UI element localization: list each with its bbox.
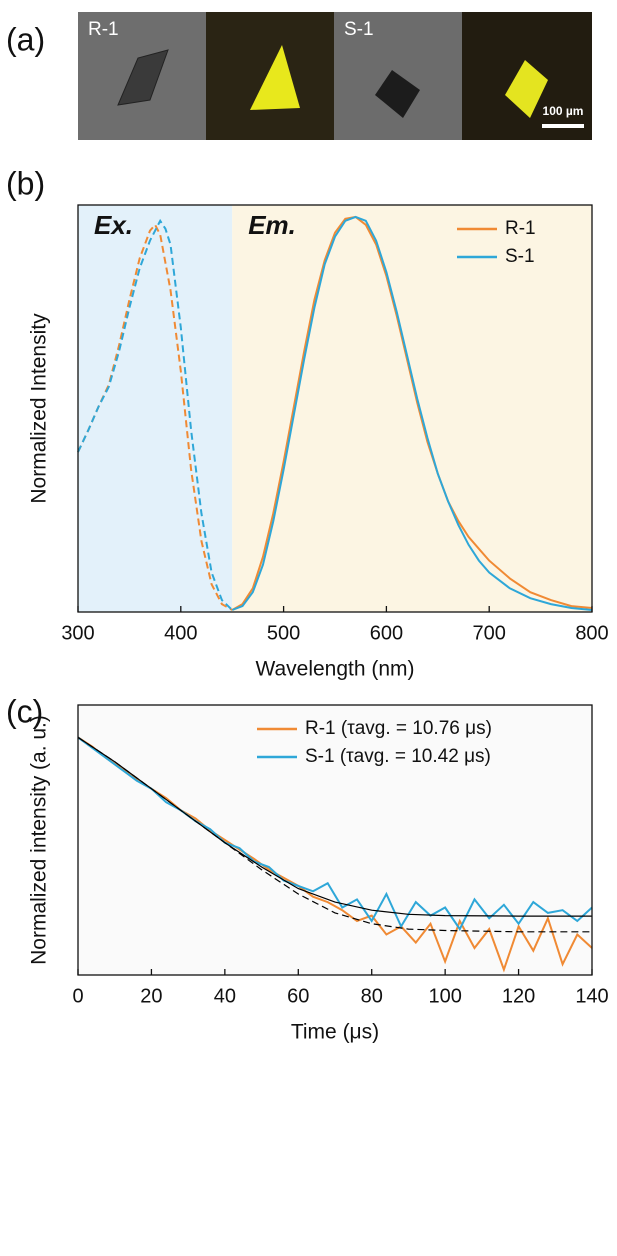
x-tick-label: 400 bbox=[164, 622, 197, 644]
region bbox=[78, 205, 233, 612]
x-axis-label: Wavelength (nm) bbox=[255, 658, 414, 681]
panel-label: (a) bbox=[6, 21, 45, 57]
x-tick-label: 100 bbox=[428, 985, 461, 1007]
scale-label: 100 µm bbox=[543, 104, 584, 118]
x-tick-label: 80 bbox=[361, 985, 383, 1007]
micrograph-label: R-1 bbox=[88, 19, 119, 40]
series-line bbox=[77, 218, 233, 611]
series-line bbox=[77, 736, 593, 973]
x-tick-label: 60 bbox=[287, 985, 309, 1007]
x-tick-label: 500 bbox=[267, 622, 300, 644]
crystal bbox=[375, 70, 420, 118]
crystal bbox=[505, 60, 548, 118]
x-tick-label: 20 bbox=[140, 985, 162, 1007]
plot-background bbox=[78, 705, 592, 975]
legend-label: R-1 (τavg. = 10.76 μs) bbox=[305, 718, 492, 739]
panel-label: (c) bbox=[6, 693, 43, 729]
panel-label: (b) bbox=[6, 165, 45, 201]
series-line bbox=[77, 736, 592, 917]
x-tick-label: 120 bbox=[502, 985, 535, 1007]
x-tick-label: 700 bbox=[473, 622, 506, 644]
region-label: Em. bbox=[248, 210, 296, 240]
crystal bbox=[250, 45, 300, 110]
plot-frame bbox=[77, 204, 593, 613]
x-tick-label: 0 bbox=[72, 985, 83, 1007]
series-line bbox=[231, 215, 593, 611]
x-axis-label: Time (μs) bbox=[291, 1021, 379, 1044]
x-tick-label: 800 bbox=[575, 622, 608, 644]
legend-label: R-1 bbox=[505, 218, 536, 239]
x-tick-label: 140 bbox=[575, 985, 608, 1007]
region bbox=[232, 205, 592, 612]
micrographs: R-1 S-1 100 µm bbox=[78, 12, 592, 140]
series-line bbox=[77, 736, 593, 932]
x-tick-label: 600 bbox=[370, 622, 403, 644]
crystal bbox=[117, 49, 169, 106]
y-axis-label: Normalized intensity (a. u.) bbox=[28, 715, 51, 965]
legend-label: S-1 (τavg. = 10.42 μs) bbox=[305, 746, 491, 767]
plot-frame bbox=[77, 704, 593, 976]
series-line bbox=[77, 223, 233, 611]
x-tick-label: 40 bbox=[214, 985, 236, 1007]
region-label: Ex. bbox=[94, 210, 133, 240]
y-axis-label: Normalized Intensity bbox=[28, 313, 51, 504]
x-tick-label: 300 bbox=[61, 622, 94, 644]
micrograph-label: S-1 bbox=[344, 19, 374, 40]
legend-label: S-1 bbox=[505, 246, 535, 267]
